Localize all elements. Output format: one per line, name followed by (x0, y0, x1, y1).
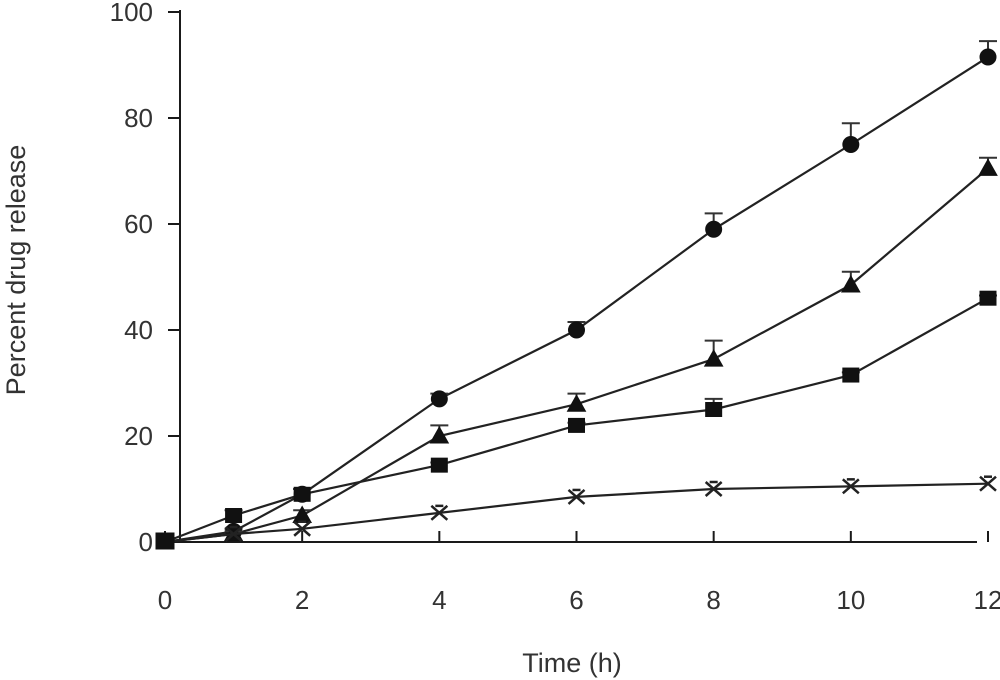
data-point (705, 220, 723, 238)
data-point (155, 532, 175, 550)
data-point (840, 274, 861, 293)
data-point (568, 321, 585, 339)
data-point (430, 390, 448, 408)
data-point (293, 520, 311, 537)
data-point (978, 158, 998, 176)
series-line (164, 167, 989, 544)
data-point (224, 525, 243, 542)
data-point (979, 48, 997, 66)
data-point (704, 480, 723, 497)
data-point (842, 478, 860, 495)
data-point (842, 136, 860, 153)
x-tick-label: 6 (569, 585, 583, 615)
data-point (979, 290, 997, 306)
y-tick-label: 20 (124, 421, 153, 451)
y-tick-label: 40 (124, 315, 153, 345)
series-line (164, 56, 989, 544)
y-tick-label: 80 (124, 103, 153, 133)
x-axis-title: Time (h) (522, 648, 622, 678)
data-point (568, 417, 585, 433)
data-point (842, 367, 860, 383)
x-tick-label: 2 (295, 585, 309, 615)
data-point (705, 402, 723, 417)
data-point (430, 504, 449, 521)
series-line (164, 297, 989, 544)
series-circle (155, 40, 997, 550)
data-point (567, 488, 586, 505)
x-tick-label: 4 (432, 585, 446, 615)
axes (179, 10, 977, 543)
series-layer (155, 40, 998, 550)
y-tick-label: 0 (139, 527, 153, 557)
data-point (979, 475, 997, 492)
data-point (430, 457, 448, 473)
data-point (292, 505, 313, 523)
y-ticks: 0 20 40 60 80 100 (110, 0, 180, 557)
data-point (225, 508, 243, 523)
x-tick-label: 12 (974, 585, 1000, 615)
y-tick-label: 100 (110, 0, 153, 27)
data-point (293, 486, 311, 502)
y-tick-label: 60 (124, 209, 153, 239)
x-tick-label: 8 (706, 585, 720, 615)
x-ticks: 0 2 4 6 8 10 12 (158, 531, 1000, 615)
x-tick-label: 0 (158, 585, 172, 615)
data-point (703, 349, 724, 367)
y-axis-title: Percent drug release (1, 145, 31, 396)
data-point (566, 394, 587, 412)
series-line (164, 482, 989, 544)
data-point (429, 425, 450, 444)
series-x (155, 475, 997, 550)
x-tick-label: 10 (836, 585, 865, 615)
